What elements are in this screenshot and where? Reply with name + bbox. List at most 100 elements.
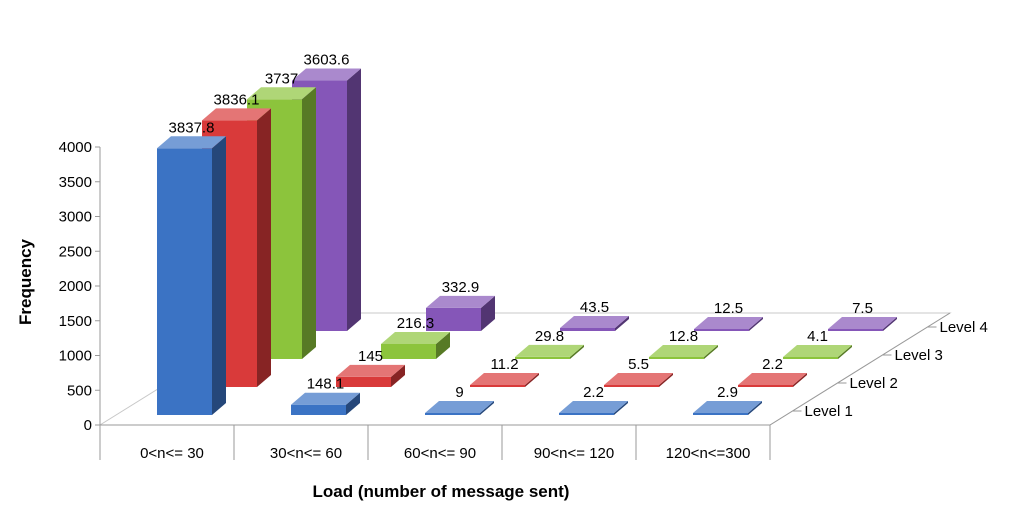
bar-side-face bbox=[346, 392, 360, 415]
data-labels-layer: 3603.6 332.9 43.5 12.5 7.5 3737 216.3 29.8 12.8 4… bbox=[169, 52, 873, 401]
bar-side-face bbox=[748, 401, 762, 415]
data-label: 2.9 bbox=[717, 384, 738, 401]
bar-side-face bbox=[525, 373, 539, 387]
bar bbox=[559, 413, 614, 415]
legend-series-label: Level 4 bbox=[940, 319, 988, 336]
bar-top-face bbox=[426, 295, 495, 308]
x-tick-label: 90<n<= 120 bbox=[534, 445, 615, 462]
bar-top-face bbox=[738, 373, 807, 385]
bar bbox=[381, 343, 436, 359]
legend-series-label: Level 1 bbox=[805, 403, 853, 420]
depth-axis-line bbox=[769, 312, 951, 426]
bar-top-face bbox=[649, 345, 718, 357]
bar-side-face bbox=[614, 401, 628, 415]
y-tick-label: 3000 bbox=[59, 209, 92, 226]
bar bbox=[291, 404, 346, 415]
bar-top-face bbox=[828, 317, 897, 329]
y-tick-label: 4000 bbox=[59, 139, 92, 156]
bar-side-face bbox=[570, 344, 584, 359]
bar-top-face bbox=[157, 136, 226, 149]
bar-side-face bbox=[615, 315, 629, 331]
bar-side-face bbox=[883, 317, 897, 331]
bar-top-face bbox=[694, 317, 763, 329]
bar bbox=[649, 357, 704, 359]
data-label: 5.5 bbox=[628, 356, 649, 373]
bar-top-face bbox=[470, 373, 539, 385]
bar bbox=[694, 329, 749, 331]
bar-side-face bbox=[704, 345, 718, 359]
bar-side-face bbox=[481, 295, 495, 331]
data-label: 9 bbox=[455, 384, 463, 401]
bar bbox=[783, 357, 838, 359]
legend-series-label: Level 2 bbox=[850, 375, 898, 392]
bar bbox=[604, 385, 659, 387]
bar-side-face bbox=[212, 136, 226, 416]
y-tick-label: 0 bbox=[84, 417, 92, 434]
bar-top-face bbox=[559, 401, 628, 413]
bar-top-face bbox=[515, 344, 584, 357]
series-level-1 bbox=[157, 136, 762, 416]
y-tick-label: 1000 bbox=[59, 348, 92, 365]
bar-top-face bbox=[693, 401, 762, 413]
bar-top-face bbox=[381, 331, 450, 344]
bar-side-face bbox=[347, 68, 361, 331]
y-tick-label: 500 bbox=[67, 382, 92, 399]
y-tick-label: 1500 bbox=[59, 313, 92, 330]
bar-side-face bbox=[257, 108, 271, 387]
bar bbox=[828, 329, 883, 331]
bar bbox=[426, 307, 481, 331]
data-label: 148.1 bbox=[307, 376, 345, 393]
bar-top-face bbox=[202, 108, 271, 121]
bar-side-face bbox=[749, 317, 763, 331]
bar-top-face bbox=[336, 364, 405, 377]
x-tick-label: 120<n<=300 bbox=[666, 445, 751, 462]
bar-side-face bbox=[838, 345, 852, 359]
x-tick-label: 60<n<= 90 bbox=[404, 445, 476, 462]
data-label: 12.8 bbox=[669, 328, 698, 345]
bar-side-face bbox=[302, 87, 316, 359]
x-axis-title: Load (number of message sent) bbox=[313, 482, 570, 501]
y-tick-label: 3500 bbox=[59, 174, 92, 191]
bar-side-face bbox=[793, 373, 807, 387]
data-label: 145 bbox=[358, 348, 383, 365]
data-label: 29.8 bbox=[535, 328, 564, 345]
bar-top-face bbox=[783, 345, 852, 357]
bar bbox=[515, 356, 570, 359]
data-label: 7.5 bbox=[852, 300, 873, 317]
bar-side-face bbox=[436, 331, 450, 359]
bar-side-face bbox=[480, 401, 494, 415]
legend-series-label: Level 3 bbox=[895, 347, 943, 364]
bar-side-face bbox=[659, 373, 673, 387]
axis-layer: 0 500 1000 1500 2000 2500 3000 3500 4000 0<n<= 30… bbox=[59, 139, 988, 462]
bar-top-face bbox=[425, 401, 494, 413]
bar-top-face bbox=[291, 392, 360, 405]
bar bbox=[693, 413, 748, 415]
data-label: 332.9 bbox=[442, 279, 480, 296]
data-label: 4.1 bbox=[807, 328, 828, 345]
data-label: 11.2 bbox=[490, 356, 518, 373]
bar-top-face bbox=[292, 68, 361, 81]
bar-side-face bbox=[391, 364, 405, 387]
y-tick-label: 2500 bbox=[59, 243, 92, 260]
bar bbox=[738, 385, 793, 387]
bar-top-face bbox=[604, 373, 673, 385]
data-label: 3837.8 bbox=[169, 119, 215, 136]
data-label: 3737 bbox=[265, 70, 298, 87]
data-label: 216.3 bbox=[397, 315, 435, 332]
bar bbox=[470, 385, 525, 387]
data-label: 2.2 bbox=[583, 384, 604, 401]
x-tick-label: 0<n<= 30 bbox=[140, 445, 204, 462]
data-label: 3836.1 bbox=[214, 91, 260, 108]
bar bbox=[425, 413, 480, 415]
bar-top-face bbox=[560, 315, 629, 328]
bar bbox=[336, 376, 391, 387]
data-label: 43.5 bbox=[580, 299, 609, 316]
bar-top-face bbox=[247, 87, 316, 100]
data-label: 2.2 bbox=[762, 356, 783, 373]
y-axis-title: Frequency bbox=[16, 238, 35, 325]
x-tick-label: 30<n<= 60 bbox=[270, 445, 342, 462]
bar bbox=[560, 327, 615, 331]
series-level-4 bbox=[292, 68, 897, 331]
bars-layer bbox=[157, 68, 897, 416]
